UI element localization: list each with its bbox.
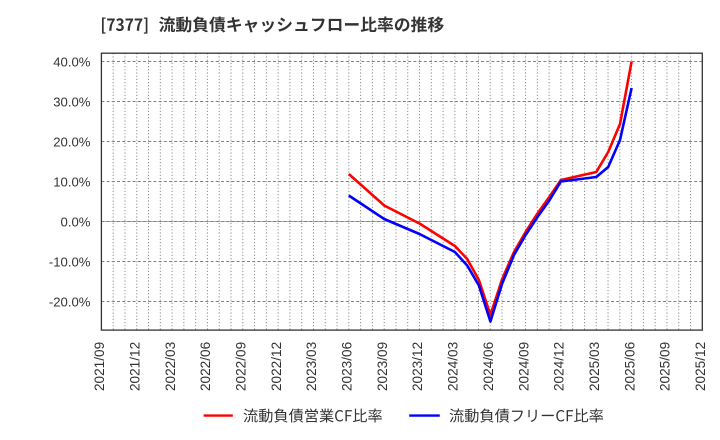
svg-text:2025/06: 2025/06 — [622, 342, 637, 391]
svg-text:0.0%: 0.0% — [61, 214, 91, 229]
svg-text:2022/09: 2022/09 — [234, 342, 249, 391]
svg-text:2023/03: 2023/03 — [304, 342, 319, 391]
svg-text:2025/09: 2025/09 — [658, 342, 673, 391]
svg-text:2023/12: 2023/12 — [410, 342, 425, 391]
svg-text:2023/06: 2023/06 — [340, 342, 355, 391]
svg-text:20.0%: 20.0% — [53, 134, 90, 149]
svg-text:2024/12: 2024/12 — [552, 342, 567, 391]
svg-text:2024/03: 2024/03 — [446, 342, 461, 391]
svg-text:2022/06: 2022/06 — [198, 342, 213, 391]
svg-text:2021/12: 2021/12 — [127, 342, 142, 391]
svg-text:2022/12: 2022/12 — [269, 342, 284, 391]
svg-text:2022/03: 2022/03 — [163, 342, 178, 391]
svg-text:2025/12: 2025/12 — [693, 342, 708, 391]
svg-text:30.0%: 30.0% — [53, 94, 90, 109]
svg-text:40.0%: 40.0% — [53, 54, 90, 69]
svg-text:2024/09: 2024/09 — [516, 342, 531, 391]
svg-text:10.0%: 10.0% — [53, 174, 90, 189]
svg-text:-20.0%: -20.0% — [49, 294, 91, 309]
svg-text:2024/06: 2024/06 — [481, 342, 496, 391]
svg-text:2021/09: 2021/09 — [92, 342, 107, 391]
svg-text:2025/03: 2025/03 — [587, 342, 602, 391]
svg-text:-10.0%: -10.0% — [49, 254, 91, 269]
svg-text:2023/09: 2023/09 — [375, 342, 390, 391]
